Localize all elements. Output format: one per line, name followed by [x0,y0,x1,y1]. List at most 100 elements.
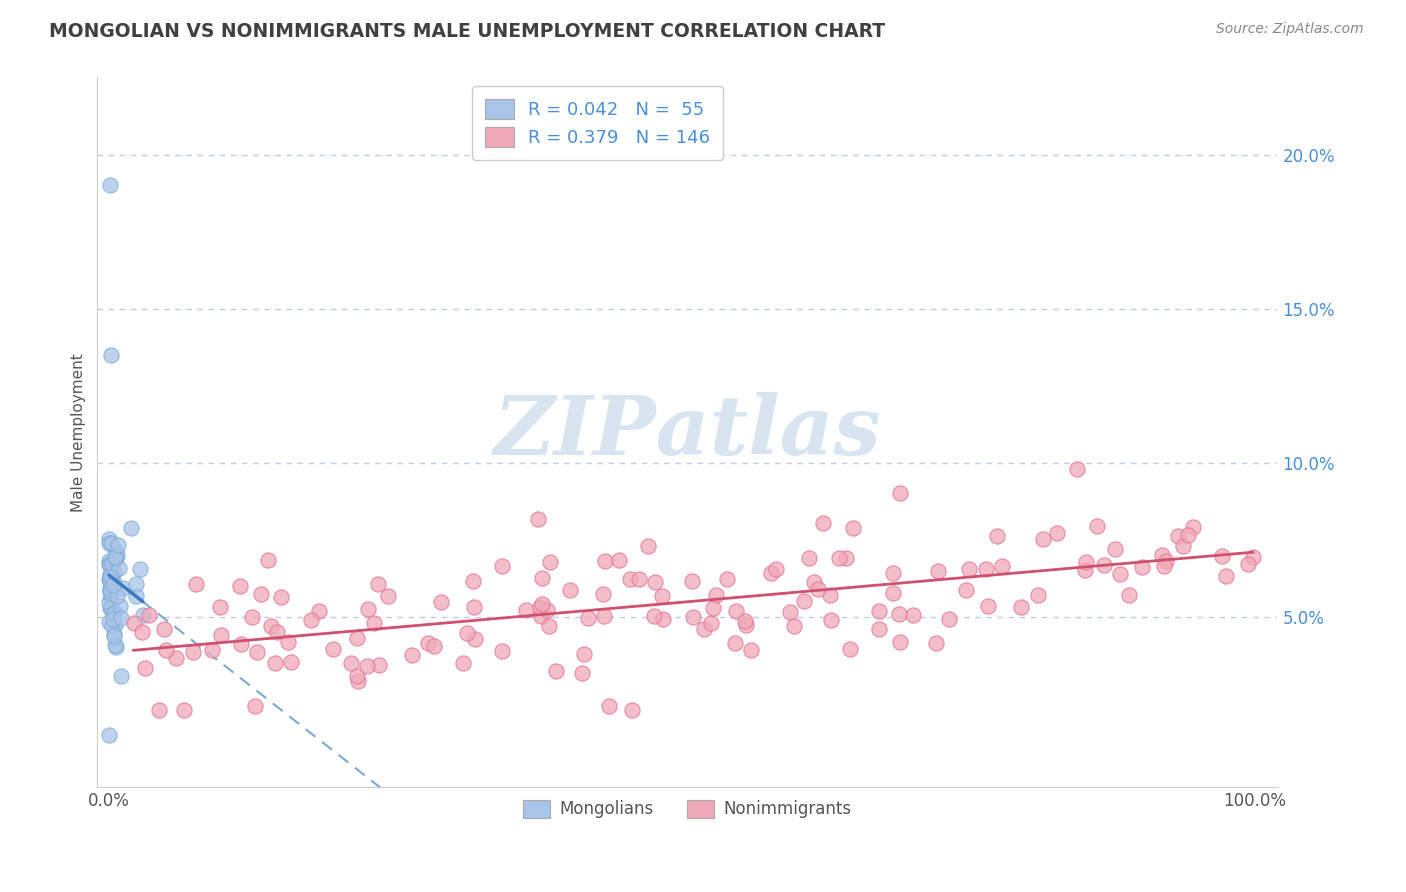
Point [104,550,127,565]
Point [818,588,841,602]
Point [515,603,537,617]
Point [593,554,616,568]
Text: MONGOLIAN VS NONIMMIGRANTS MALE UNEMPLOYMENT CORRELATION CHART: MONGOLIAN VS NONIMMIGRANTS MALE UNEMPLOY… [49,22,886,41]
Point [529,599,551,614]
Point [134,660,156,674]
Point [491,558,513,573]
Point [308,604,330,618]
Point [418,636,440,650]
Point [1167,528,1189,542]
Point [1092,558,1115,572]
Point [693,622,716,636]
Point [628,572,651,586]
Point [98,582,121,596]
Point [104,543,127,558]
Point [977,599,1000,613]
Point [97,572,120,586]
Point [725,604,748,618]
Point [208,600,231,615]
Point [120,521,142,535]
Point [148,703,170,717]
Point [682,609,704,624]
Point [461,574,484,588]
Point [124,577,146,591]
Point [986,529,1008,543]
Point [887,607,910,621]
Point [98,567,121,582]
Point [129,562,152,576]
Point [101,558,124,573]
Point [105,550,128,565]
Point [637,539,659,553]
Point [1236,558,1258,572]
Point [131,625,153,640]
Point [491,643,513,657]
Point [838,641,860,656]
Point [98,586,121,600]
Point [724,636,747,650]
Point [98,558,121,572]
Point [346,632,368,646]
Point [101,575,124,590]
Point [1104,541,1126,556]
Point [955,583,977,598]
Point [621,703,644,717]
Point [98,594,121,608]
Point [100,580,122,594]
Point [97,615,120,629]
Point [607,552,630,566]
Point [280,655,302,669]
Point [1118,588,1140,602]
Point [652,612,675,626]
Point [1026,588,1049,602]
Point [571,666,593,681]
Point [98,601,121,615]
Point [260,619,283,633]
Point [103,575,125,590]
Point [1076,555,1098,569]
Point [1153,558,1175,573]
Point [779,605,801,619]
Point [530,597,553,611]
Point [108,599,131,613]
Point [111,581,134,595]
Point [103,629,125,643]
Point [598,698,620,713]
Point [1181,520,1204,534]
Point [1152,548,1174,562]
Point [100,348,122,362]
Point [277,635,299,649]
Point [98,557,121,571]
Point [536,603,558,617]
Point [98,178,121,193]
Point [592,587,614,601]
Point [811,516,834,530]
Point [357,602,380,616]
Point [100,602,122,616]
Y-axis label: Male Unemployment: Male Unemployment [72,353,86,512]
Point [98,532,121,546]
Point [957,562,980,576]
Point [250,587,273,601]
Point [1130,559,1153,574]
Point [240,610,263,624]
Point [456,626,478,640]
Point [153,622,176,636]
Point [807,582,830,596]
Point [98,570,121,584]
Point [576,611,599,625]
Point [322,641,344,656]
Text: ZIP​atlas: ZIP​atlas [494,392,882,472]
Point [257,553,280,567]
Point [463,599,485,614]
Point [868,603,890,617]
Point [803,575,825,590]
Point [820,613,842,627]
Point [835,550,858,565]
Point [681,574,703,588]
Point [783,619,806,633]
Point [108,560,131,574]
Point [103,612,125,626]
Point [704,588,727,602]
Point [231,637,253,651]
